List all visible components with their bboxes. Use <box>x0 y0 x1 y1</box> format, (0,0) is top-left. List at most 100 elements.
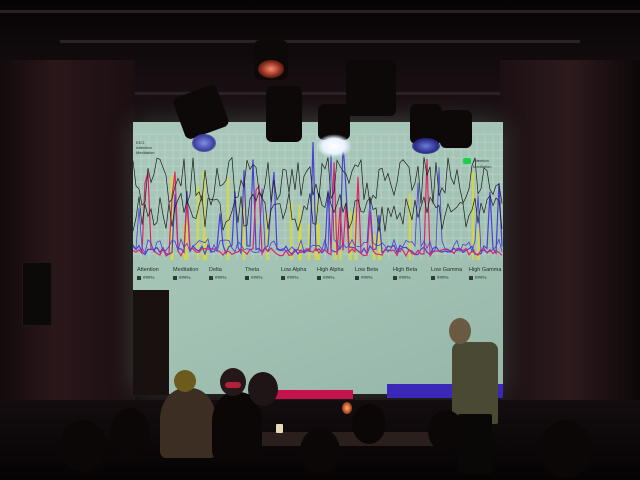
band-value: ###% <box>431 275 462 280</box>
audience-head <box>248 372 278 406</box>
square-icon <box>431 275 435 280</box>
eeg-headset <box>225 382 241 388</box>
green-dot-icon <box>463 158 471 164</box>
truss-pipe <box>120 92 520 95</box>
audience-head <box>540 420 592 478</box>
square-icon <box>393 275 397 280</box>
presenter-head <box>449 318 471 344</box>
spike <box>317 223 320 260</box>
speaker <box>22 262 52 326</box>
band-name: Delta <box>209 267 222 273</box>
screen-notch <box>133 290 169 395</box>
spike <box>307 223 311 260</box>
band-label: Delta ###% <box>209 267 227 280</box>
stage-light <box>440 110 472 148</box>
band-name: Attention <box>137 267 159 273</box>
band-value: ###% <box>393 275 417 280</box>
legend-label: Attention <box>473 158 489 164</box>
band-value: ###% <box>173 275 198 280</box>
band-label: Meditation ###% <box>173 267 198 280</box>
trace-black <box>133 191 503 232</box>
band-name: Low Alpha <box>281 267 307 273</box>
spike <box>289 201 293 260</box>
spike <box>334 216 337 260</box>
truss-pipe <box>0 10 640 13</box>
spike <box>477 226 480 260</box>
band-value: ###% <box>281 275 306 280</box>
bar-magenta <box>273 390 353 399</box>
band-name: Low Gamma <box>431 267 463 273</box>
spike <box>196 185 200 260</box>
band-value: ###% <box>355 275 378 280</box>
light-lens <box>412 138 440 154</box>
spike <box>471 172 475 260</box>
audience-head <box>352 404 386 444</box>
legend-item: Attention <box>463 158 491 164</box>
trace-magenta <box>133 158 503 258</box>
eeg-visualization <box>133 133 503 260</box>
truss-pipe <box>60 40 580 43</box>
legend-topleft: ЕЕG Attention Meditation <box>136 140 154 155</box>
presenter-body <box>452 342 498 424</box>
band-label: Attention ###% <box>137 267 159 280</box>
audience-head <box>60 420 106 472</box>
band-label: Low Gamma ###% <box>431 267 462 280</box>
band-value: ###% <box>209 275 227 280</box>
band-name: Low Beta <box>355 267 378 273</box>
band-value: ###% <box>469 275 501 280</box>
band-name: High Gamma <box>469 267 502 273</box>
spike <box>349 211 352 260</box>
band-name: High Beta <box>393 267 418 273</box>
square-icon <box>281 275 285 280</box>
band-label: Low Beta ###% <box>355 267 378 280</box>
audience-head <box>428 410 464 452</box>
light-lens <box>258 60 284 78</box>
presenter-legs <box>458 414 492 474</box>
square-icon <box>245 275 249 280</box>
band-name: High Alpha <box>317 267 344 273</box>
square-icon <box>469 275 473 280</box>
band-label: Theta ###% <box>245 267 263 280</box>
spike <box>266 215 269 260</box>
spike <box>373 234 376 260</box>
stage-light <box>410 104 442 144</box>
legend-item: Meditation <box>473 164 492 169</box>
band-label: Low Alpha ###% <box>281 267 306 280</box>
spike <box>170 175 174 260</box>
stage-light <box>346 60 396 116</box>
band-label: High Gamma ###% <box>469 267 501 280</box>
legend-item: ЕЕG <box>136 140 145 145</box>
square-icon <box>317 275 321 280</box>
band-label: High Alpha ###% <box>317 267 344 280</box>
light-lens <box>192 134 216 152</box>
spike <box>226 178 230 260</box>
audience-head <box>110 408 150 456</box>
projection-screen: ЕЕG Attention Meditation Attention Medit… <box>133 122 503 399</box>
spike <box>378 220 381 260</box>
band-name: Theta <box>245 267 260 273</box>
spike <box>408 194 412 260</box>
performer-face <box>174 370 196 392</box>
spike <box>185 208 188 260</box>
stage-light <box>266 86 302 142</box>
performer-body <box>160 388 216 458</box>
trace-blue <box>133 152 503 254</box>
cup <box>276 424 283 433</box>
legend-item: Attention <box>136 145 152 150</box>
band-labels: Attention ###% Meditation ###% Delta ###% T… <box>137 267 501 287</box>
trace-black <box>133 156 503 207</box>
band-name: Meditation <box>173 267 199 273</box>
band-value: ###% <box>137 275 159 280</box>
square-icon <box>173 275 177 280</box>
legend-topright: Attention Meditation <box>463 158 491 169</box>
band-label: High Beta ###% <box>393 267 417 280</box>
band-value: ###% <box>245 275 263 280</box>
square-icon <box>355 275 359 280</box>
band-value: ###% <box>317 275 344 280</box>
square-icon <box>137 275 141 280</box>
legend-item: Meditation <box>136 150 155 155</box>
square-icon <box>209 275 213 280</box>
audience-head <box>300 428 340 474</box>
light-lens <box>316 134 352 158</box>
